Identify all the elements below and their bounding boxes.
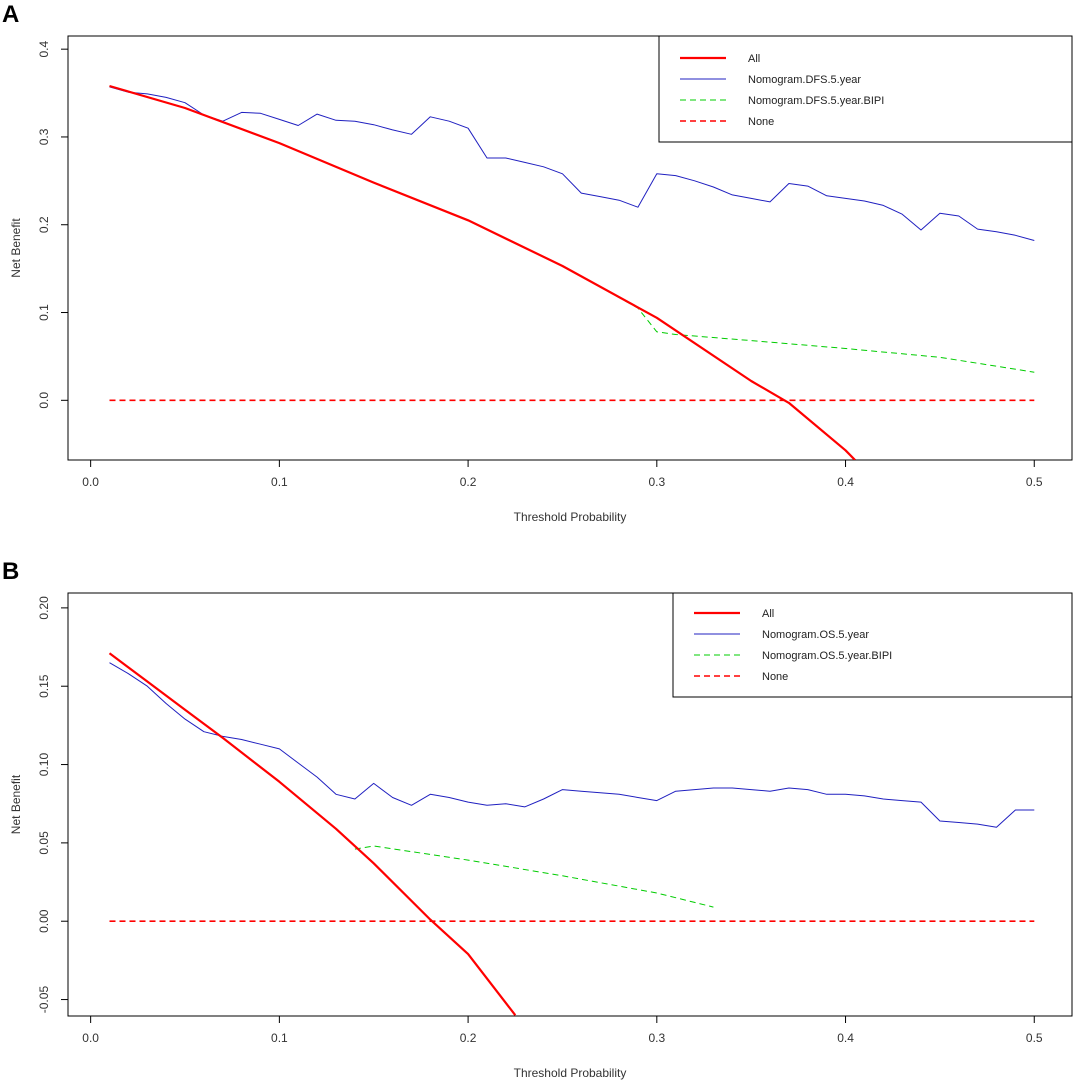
series-line-nomogram-dfs-5-year — [109, 86, 1035, 241]
legend-label-nomogram-dfs-5-year-bipi: Nomogram.DFS.5.year.BIPI — [748, 95, 884, 107]
x-tick-label: 0.0 — [82, 1031, 99, 1045]
x-tick-label: 0.2 — [460, 475, 477, 489]
legend-box — [672, 592, 1073, 698]
y-tick-label: 0.15 — [37, 674, 51, 698]
panel-b: B 0.0 0.1 0.2 0.3 0.4 0.5 -0.05 0.00 0.05 0.10 0.15… — [2, 558, 1073, 1080]
panel-label: A — [2, 1, 19, 28]
legend-box — [658, 35, 1073, 143]
x-tick-label: 0.3 — [648, 475, 665, 489]
x-tick-label: 0.4 — [837, 1031, 854, 1045]
x-axis-title: Threshold Probability — [514, 1066, 627, 1080]
legend-label-nomogram-os-5-year-bipi: Nomogram.OS.5.year.BIPI — [762, 650, 892, 662]
y-tick-label: 0.3 — [37, 128, 51, 145]
x-axis-title: Threshold Probability — [514, 510, 627, 524]
x-tick-label: 0.5 — [1026, 475, 1043, 489]
x-tick-label: 0.1 — [271, 1031, 288, 1045]
x-tick-label: 0.1 — [271, 475, 288, 489]
legend-label-all: All — [748, 53, 760, 65]
legend-label-nomogram-os-5-year: Nomogram.OS.5.year — [762, 629, 869, 641]
x-tick-label: 0.4 — [837, 475, 854, 489]
y-tick-label: 0.00 — [37, 909, 51, 933]
y-tick-label: 0.4 — [37, 41, 51, 58]
y-tick-label: 0.0 — [37, 392, 51, 409]
x-tick-label: 0.5 — [1026, 1031, 1043, 1045]
y-tick-label: 0.10 — [37, 753, 51, 777]
y-tick-label: 0.1 — [37, 304, 51, 321]
y-axis-title: Net Benefit — [9, 774, 23, 834]
y-tick-label: 0.20 — [37, 596, 51, 620]
x-tick-label: 0.3 — [648, 1031, 665, 1045]
plot-frame — [67, 35, 1073, 461]
plot-frame — [67, 592, 1073, 1017]
series-line-nomogram-os-5-year-bipi — [354, 845, 714, 908]
y-axis-title: Net Benefit — [9, 218, 23, 278]
legend-label-none: None — [748, 116, 774, 128]
series-line-all — [108, 652, 517, 1016]
y-tick-label: -0.05 — [37, 986, 51, 1014]
panel-a: A 0.0 0.1 0.2 0.3 0.4 0.5 0.0 0.1 0.2 0.3 0.4 Thresh… — [2, 1, 1073, 524]
x-tick-label: 0.0 — [82, 475, 99, 489]
series-line-nomogram-os-5-year — [109, 662, 1035, 828]
series-line-all — [109, 84, 856, 460]
y-tick-label: 0.05 — [37, 831, 51, 855]
y-tick-label: 0.2 — [37, 216, 51, 233]
legend-label-all: All — [762, 608, 774, 620]
legend-label-none: None — [762, 671, 788, 683]
x-tick-label: 0.2 — [460, 1031, 477, 1045]
panel-label: B — [2, 558, 19, 585]
legend-label-nomogram-dfs-5-year: Nomogram.DFS.5.year — [748, 74, 861, 86]
